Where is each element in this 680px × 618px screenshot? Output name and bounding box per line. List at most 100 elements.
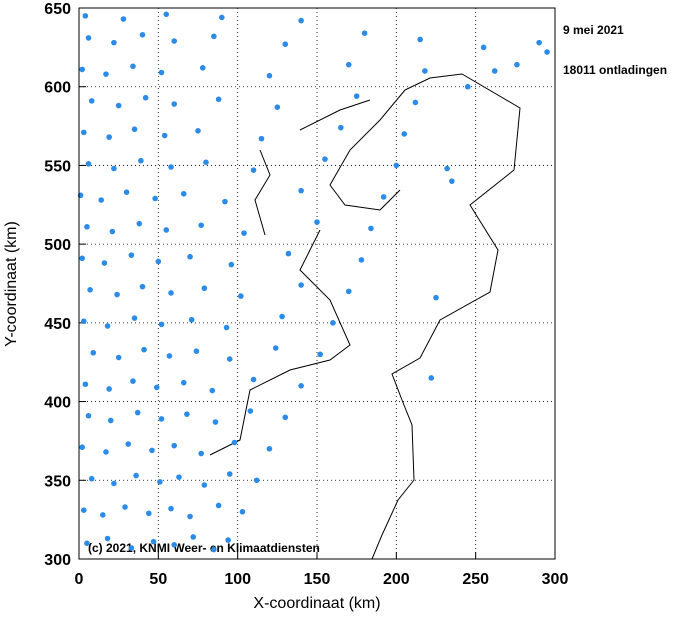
point [253, 477, 260, 484]
point [171, 442, 177, 449]
point [238, 293, 244, 299]
point [480, 44, 487, 51]
point [544, 49, 550, 55]
y-tick-label: 600 [44, 80, 71, 97]
point [168, 164, 174, 170]
point [401, 131, 408, 137]
point [180, 190, 187, 197]
x-tick-label: 150 [304, 571, 331, 588]
point [122, 504, 128, 510]
point [433, 294, 439, 301]
point [131, 315, 138, 321]
point [201, 482, 208, 488]
point [514, 61, 520, 68]
point [209, 387, 216, 394]
point [111, 480, 117, 487]
point [250, 376, 257, 383]
point [239, 508, 246, 515]
point [250, 167, 257, 173]
point [79, 66, 85, 73]
point [464, 83, 471, 90]
map-outline [209, 73, 521, 560]
point [166, 353, 173, 359]
point [79, 444, 85, 451]
point [104, 323, 111, 329]
point [428, 375, 435, 381]
point [136, 220, 143, 227]
point [444, 165, 450, 172]
point [180, 379, 187, 386]
point [120, 16, 127, 22]
point [153, 384, 160, 391]
point [139, 283, 146, 290]
point [215, 502, 222, 509]
point [85, 35, 92, 41]
point [225, 537, 231, 543]
count-label: 18011 ontladingen [563, 63, 667, 77]
point [353, 93, 360, 99]
plot-frame [78, 7, 556, 560]
point [417, 36, 423, 43]
point [107, 417, 114, 424]
point [190, 534, 197, 540]
point [266, 72, 273, 79]
point [87, 286, 93, 293]
point [266, 446, 273, 452]
point [168, 505, 174, 512]
point [80, 318, 87, 325]
point [88, 475, 95, 482]
point [345, 288, 352, 295]
point [171, 38, 177, 44]
x-axis-label: X-coordinaat (km) [253, 595, 380, 612]
point [111, 165, 117, 172]
point [380, 194, 387, 200]
point [128, 252, 135, 258]
point [298, 187, 304, 194]
point [247, 408, 254, 414]
point [158, 69, 165, 76]
point [171, 542, 177, 548]
x-tick-label: 100 [224, 571, 251, 588]
point [80, 507, 87, 513]
point [176, 474, 182, 480]
point [282, 41, 289, 48]
point [111, 39, 117, 46]
point [85, 412, 92, 419]
point [274, 104, 281, 110]
point [184, 411, 190, 417]
point [139, 31, 146, 38]
point [298, 282, 304, 288]
y-tick-label: 400 [44, 395, 71, 412]
point [146, 510, 152, 517]
point [142, 94, 149, 101]
point [368, 225, 374, 232]
point [79, 255, 85, 262]
point [449, 178, 455, 184]
point [141, 346, 147, 353]
point [198, 222, 204, 229]
point [282, 414, 289, 421]
point [322, 156, 328, 162]
y-tick-label: 300 [44, 552, 71, 569]
point [163, 11, 170, 18]
date-label: 9 mei 2021 [563, 23, 624, 37]
point [279, 313, 285, 320]
point [345, 61, 352, 68]
point [103, 71, 109, 77]
point [131, 126, 138, 133]
point [157, 479, 163, 485]
point [226, 471, 233, 477]
y-tick-label: 650 [44, 1, 71, 18]
point [155, 258, 162, 265]
point [285, 250, 292, 257]
point [222, 198, 228, 205]
point [158, 416, 165, 422]
point [130, 378, 136, 384]
point [317, 351, 323, 358]
point [128, 545, 135, 551]
point [187, 513, 193, 520]
point [330, 320, 336, 326]
point [193, 348, 200, 354]
